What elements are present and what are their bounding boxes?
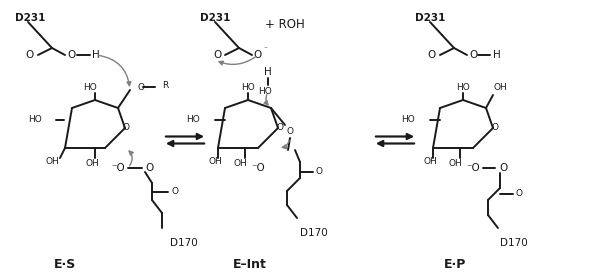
Text: O: O [287,127,293,137]
Text: OH: OH [423,158,437,166]
Text: O: O [515,189,523,199]
Text: HO: HO [241,83,255,93]
Text: O: O [277,124,284,132]
Text: E·P: E·P [444,258,466,271]
Text: O: O [26,50,34,60]
Text: OH: OH [45,158,59,166]
Text: OH: OH [493,83,507,93]
Text: O: O [146,163,154,173]
Text: E·S: E·S [54,258,76,271]
Text: D170: D170 [300,228,328,238]
Text: O: O [137,83,144,91]
Text: ⁻O: ⁻O [466,163,480,173]
Text: O: O [254,50,262,60]
Text: O: O [172,188,179,196]
Text: HO: HO [258,88,272,96]
Text: H: H [493,50,501,60]
Text: O: O [469,50,477,60]
Text: O: O [499,163,507,173]
Text: ⁻O: ⁻O [111,163,125,173]
Text: HO: HO [28,116,42,124]
Text: D231: D231 [200,13,230,23]
Text: HO: HO [456,83,470,93]
Text: ⁻O: ⁻O [251,163,265,173]
Text: HO: HO [83,83,97,93]
Text: O: O [122,124,130,132]
Text: O: O [428,50,436,60]
Text: R: R [162,81,168,89]
Text: OH: OH [448,158,462,168]
Text: HO: HO [186,116,200,124]
Text: + ROH: + ROH [265,19,305,32]
Text: H: H [92,50,100,60]
Text: E–Int: E–Int [233,258,267,271]
Text: D231: D231 [15,13,46,23]
Text: O: O [67,50,75,60]
Text: OH: OH [208,158,222,166]
Text: OH: OH [233,158,247,168]
Text: D231: D231 [415,13,445,23]
Text: D170: D170 [500,238,528,248]
Text: O: O [213,50,221,60]
Text: H: H [264,67,272,77]
Text: ⁻: ⁻ [263,45,267,53]
Text: OH: OH [85,158,99,168]
Text: HO: HO [401,116,415,124]
Text: D170: D170 [170,238,198,248]
Text: O: O [316,168,323,176]
Text: O: O [491,124,499,132]
